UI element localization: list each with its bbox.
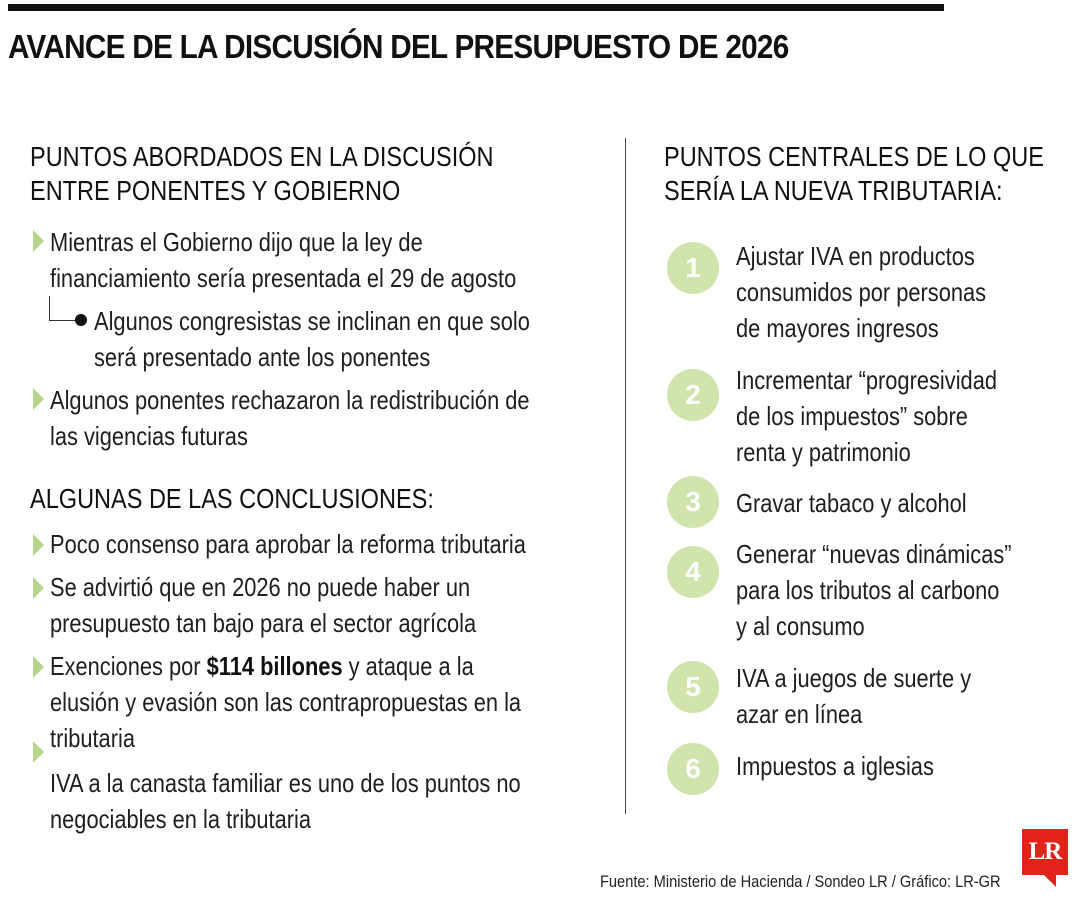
lr-logo: LR — [1022, 829, 1068, 875]
number-circle: 2 — [667, 369, 719, 421]
lr-logo-tail — [1044, 875, 1056, 887]
bullet-text: elusión y evasión son las contrapropuest… — [50, 687, 522, 717]
bullet-arrow-icon — [33, 534, 44, 556]
point-text: Gravar tabaco y alcohol — [736, 488, 967, 518]
bullet-text: IVA a la canasta familiar es uno de los … — [50, 768, 521, 798]
section-heading-line-1: PUNTOS CENTRALES DE LO QUE — [664, 141, 1044, 172]
number-circle: 4 — [667, 546, 719, 598]
bullet-text-rich: Exenciones por $114 billones y ataque a … — [50, 651, 474, 681]
point-text: Incrementar “progresividad — [736, 365, 997, 395]
bullet-text: las vigencias futuras — [50, 421, 248, 451]
bullet-text: tributaria — [50, 723, 135, 753]
bullet-arrow-icon — [33, 388, 44, 410]
bullet-arrow-icon — [33, 230, 44, 252]
number-circle: 1 — [667, 242, 719, 294]
bullet-text: Mientras el Gobierno dijo que la ley de — [50, 227, 423, 257]
section-heading-line-2: SERÍA LA NUEVA TRIBUTARIA: — [664, 175, 1003, 206]
point-text: IVA a juegos de suerte y — [736, 663, 972, 693]
page-title: AVANCE DE LA DISCUSIÓN DEL PRESUPUESTO D… — [8, 28, 789, 65]
point-text: consumidos por personas — [736, 277, 987, 307]
point-text: de los impuestos” sobre — [736, 401, 968, 431]
number-circle: 3 — [667, 476, 719, 528]
point-text: renta y patrimonio — [736, 437, 911, 467]
bullet-text: Algunos ponentes rechazaron la redistrib… — [50, 385, 530, 415]
conclusions-heading: ALGUNAS DE LAS CONCLUSIONES: — [30, 483, 434, 514]
top-rule — [8, 4, 944, 11]
sub-bullet-dot-icon — [75, 314, 87, 326]
point-text: Generar “nuevas dinámicas” — [736, 539, 1012, 569]
bullet-text: financiamiento sería presentada el 29 de… — [50, 263, 517, 293]
section-heading-line-1: PUNTOS ABORDADOS EN LA DISCUSIÓN — [30, 141, 494, 172]
bullet-text: negociables en la tributaria — [50, 804, 312, 834]
bullet-text: Se advirtió que en 2026 no puede haber u… — [50, 572, 471, 602]
source-credit: Fuente: Ministerio de Hacienda / Sondeo … — [600, 872, 1001, 891]
column-divider — [625, 138, 626, 814]
point-text: azar en línea — [736, 699, 863, 729]
point-text: Ajustar IVA en productos — [736, 241, 975, 271]
point-text: de mayores ingresos — [736, 313, 939, 343]
bullet-arrow-icon — [33, 577, 44, 599]
highlight-amount: $114 billones — [206, 651, 343, 681]
number-circle: 5 — [667, 661, 719, 713]
point-text: para los tributos al carbono — [736, 575, 1000, 605]
point-text: y al consumo — [736, 611, 865, 641]
sub-bullet-text: será presentado ante los ponentes — [94, 342, 431, 372]
bullet-arrow-icon — [33, 656, 44, 678]
bullet-arrow-icon — [33, 741, 44, 763]
sub-bullet-connector — [49, 296, 76, 321]
number-circle: 6 — [667, 743, 719, 795]
bullet-text: Poco consenso para aprobar la reforma tr… — [50, 529, 526, 559]
sub-bullet-text: Algunos congresistas se inclinan en que … — [94, 306, 530, 336]
point-text: Impuestos a iglesias — [736, 751, 934, 781]
section-heading-line-2: ENTRE PONENTES Y GOBIERNO — [30, 175, 401, 206]
bullet-text: presupuesto tan bajo para el sector agrí… — [50, 608, 477, 638]
